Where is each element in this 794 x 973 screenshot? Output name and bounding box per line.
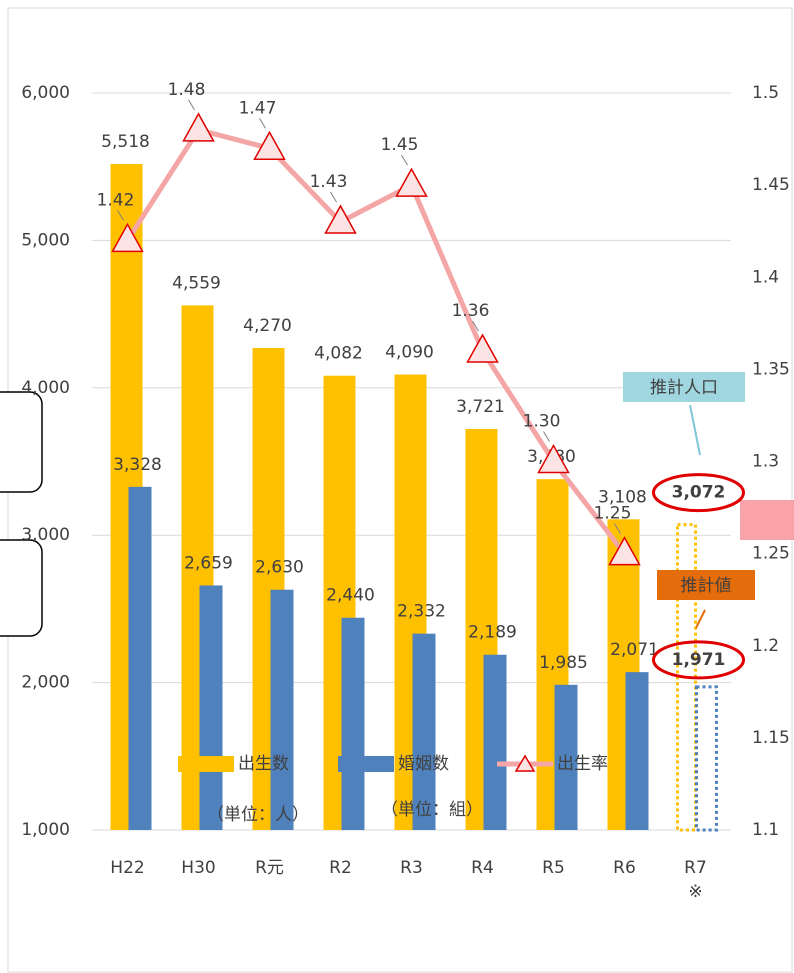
y-tick-label: 5,000 xyxy=(21,230,70,250)
y-tick-label: 6,000 xyxy=(21,83,70,103)
side-box xyxy=(0,539,43,637)
data-label: 2,440 xyxy=(326,586,375,606)
unit-label: （単位：組） xyxy=(381,800,483,820)
legend-swatch xyxy=(178,756,234,772)
legend-label: 婚姻数 xyxy=(398,754,449,774)
x-tick-label: R元 xyxy=(255,858,284,878)
data-label: 3,072 xyxy=(672,483,726,503)
bar xyxy=(483,654,507,830)
y-tick-label: 2,000 xyxy=(21,673,70,693)
bar xyxy=(270,589,294,830)
x-tick-label: R2 xyxy=(329,858,352,878)
data-label: 4,270 xyxy=(243,316,292,336)
y2-tick-label: 1.5 xyxy=(752,83,779,103)
bar xyxy=(128,486,152,830)
data-label: 1.25 xyxy=(594,504,632,524)
bar xyxy=(199,585,223,830)
x-tick-label: H22 xyxy=(110,858,144,878)
data-label: 4,082 xyxy=(314,344,363,364)
data-label: 1.43 xyxy=(310,172,348,192)
annotation: 推計値 xyxy=(681,576,732,596)
data-label: 1.45 xyxy=(381,135,419,155)
y2-tick-label: 1.35 xyxy=(752,359,790,379)
legend-marker xyxy=(514,754,536,772)
rate-marker xyxy=(395,167,428,197)
data-label: 1.42 xyxy=(97,190,135,210)
rate-marker xyxy=(537,443,570,474)
leader-line xyxy=(117,210,124,221)
legend-label: 出生数 xyxy=(238,754,289,774)
leader-line xyxy=(401,154,408,166)
rate-marker xyxy=(182,112,215,142)
data-label: 4,090 xyxy=(385,343,434,363)
y2-tick-label: 1.3 xyxy=(752,452,779,472)
leader-line xyxy=(330,191,337,203)
data-label: 2,189 xyxy=(468,623,517,643)
x-tick-label: R4 xyxy=(471,858,494,878)
annotation-arrow xyxy=(695,609,706,629)
annotation: 推計人口 xyxy=(650,378,718,398)
bar xyxy=(412,633,436,830)
rate-marker xyxy=(466,333,499,363)
data-label: 5,518 xyxy=(101,132,150,152)
data-label: 2,332 xyxy=(397,602,446,622)
annotation-arrow xyxy=(689,404,701,456)
legend-swatch xyxy=(338,756,394,772)
arrow xyxy=(740,500,794,540)
leader-line xyxy=(614,523,621,534)
data-label: 3,108 xyxy=(598,487,647,507)
leader-line xyxy=(259,118,266,129)
y2-tick-label: 1.25 xyxy=(752,544,790,564)
leader-line xyxy=(188,99,195,111)
y2-tick-label: 1.1 xyxy=(752,820,779,840)
data-label: 1,985 xyxy=(539,653,588,673)
highlight-ellipse xyxy=(652,473,745,513)
rate-marker xyxy=(608,536,641,566)
y-tick-label: 1,000 xyxy=(21,820,70,840)
bar xyxy=(554,684,578,830)
side-box xyxy=(0,391,43,493)
rate-marker xyxy=(324,204,357,234)
unit-label: （単位：人） xyxy=(207,805,309,825)
rate-marker xyxy=(111,222,144,253)
data-label: 2,071 xyxy=(610,640,659,660)
data-label: 4,559 xyxy=(172,273,221,293)
leader-line xyxy=(472,320,479,332)
data-label: 1.47 xyxy=(239,98,277,118)
y-tick-label: 4,000 xyxy=(21,378,70,398)
estimated-bar xyxy=(695,685,718,832)
annotation: ※ xyxy=(688,882,702,902)
x-tick-label: R3 xyxy=(400,858,423,878)
data-label: 1.36 xyxy=(452,301,490,321)
legend-label: 出生率 xyxy=(557,754,608,774)
bar xyxy=(625,672,649,830)
x-tick-label: H30 xyxy=(181,858,215,878)
y-tick-label: 3,000 xyxy=(21,525,70,545)
data-label: 1.48 xyxy=(168,80,206,100)
x-tick-label: R6 xyxy=(613,858,636,878)
data-label: 3,721 xyxy=(456,397,505,417)
x-tick-label: R7 xyxy=(684,858,707,878)
rate-marker xyxy=(253,130,286,161)
highlight-ellipse xyxy=(652,640,745,680)
data-label: 2,630 xyxy=(255,558,304,578)
data-label: 1.30 xyxy=(523,412,561,432)
y2-tick-label: 1.15 xyxy=(752,728,790,748)
x-tick-label: R5 xyxy=(542,858,565,878)
y2-tick-label: 1.2 xyxy=(752,636,779,656)
annotation-box xyxy=(623,372,745,402)
annotation-box xyxy=(657,570,755,600)
data-label: 3,328 xyxy=(113,455,162,475)
leader-line xyxy=(543,431,550,442)
rate-line xyxy=(125,126,627,556)
data-label: 1,971 xyxy=(672,650,726,670)
y2-tick-label: 1.4 xyxy=(752,267,779,287)
bar xyxy=(341,617,365,830)
data-label: 2,659 xyxy=(184,553,233,573)
y2-tick-label: 1.45 xyxy=(752,175,790,195)
